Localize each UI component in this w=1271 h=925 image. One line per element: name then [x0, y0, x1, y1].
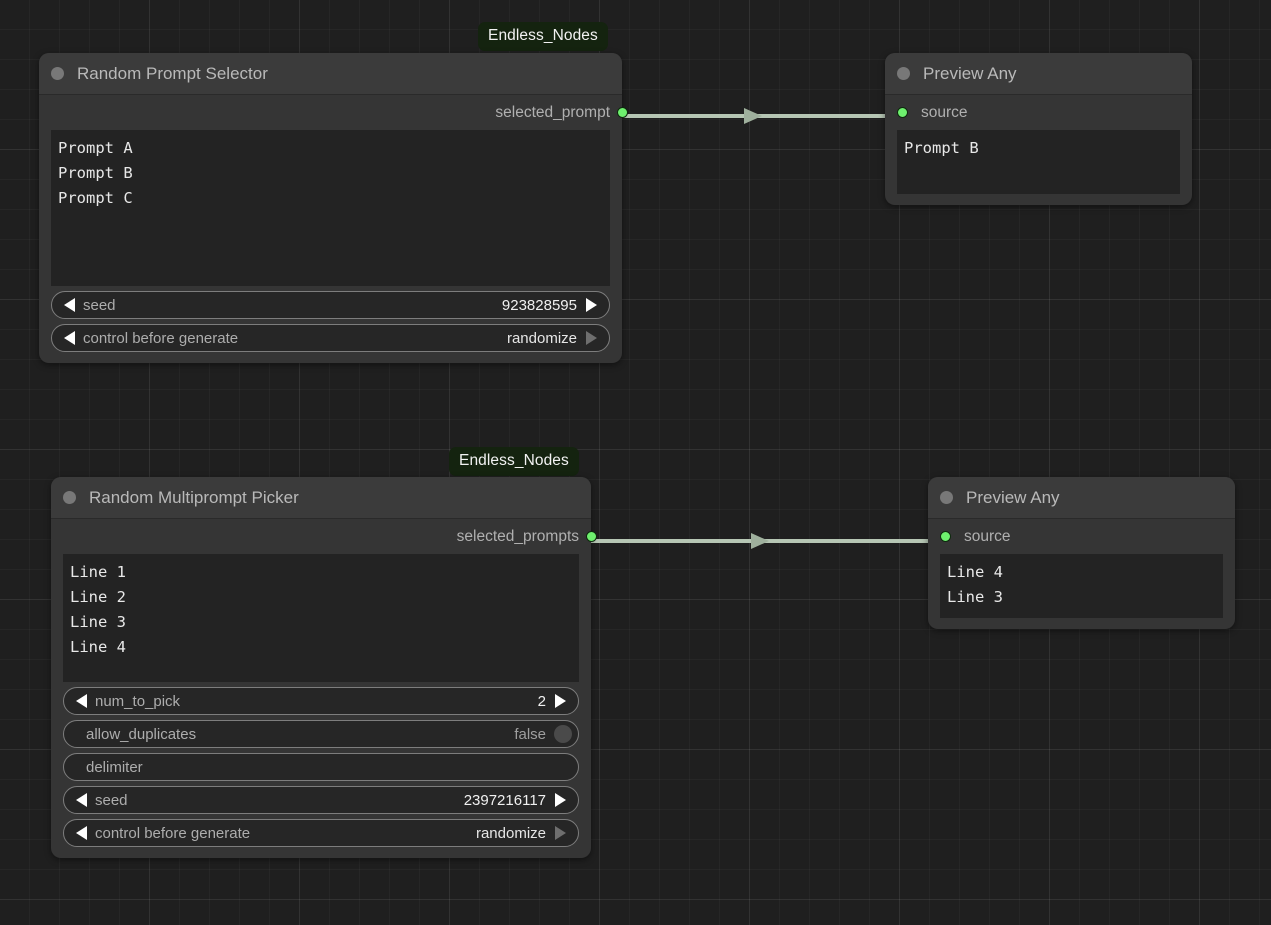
- input-port-dot-icon[interactable]: [897, 107, 908, 118]
- widget-label: delimiter: [86, 758, 143, 776]
- node-header[interactable]: Preview Any: [928, 477, 1235, 519]
- widget-label: seed: [95, 791, 128, 809]
- node-random-multiprompt-picker[interactable]: Random Multiprompt Picker selected_promp…: [51, 477, 597, 858]
- widget-value[interactable]: randomize: [475, 824, 546, 842]
- output-port-dot-icon[interactable]: [586, 531, 597, 542]
- output-slot-label: selected_prompt: [495, 103, 610, 121]
- node-title: Preview Any: [966, 487, 1060, 507]
- output-slot-selected-prompts[interactable]: selected_prompts: [63, 519, 597, 554]
- widget-value[interactable]: 923828595: [501, 296, 577, 314]
- widget-seed[interactable]: seed 2397216117: [63, 786, 579, 814]
- widget-value[interactable]: randomize: [506, 329, 577, 347]
- node-header[interactable]: Random Multiprompt Picker: [51, 477, 591, 519]
- output-slot-selected-prompt[interactable]: selected_prompt: [51, 95, 628, 130]
- widget-value[interactable]: false: [514, 725, 546, 743]
- next-option-arrow-icon[interactable]: [586, 331, 597, 345]
- increment-arrow-icon[interactable]: [555, 694, 566, 708]
- group-title-badge-bottom[interactable]: Endless_Nodes: [449, 447, 579, 476]
- node-title: Random Prompt Selector: [77, 63, 268, 83]
- previous-option-arrow-icon[interactable]: [76, 826, 87, 840]
- preview-output-textarea: Prompt B: [897, 130, 1180, 194]
- node-preview-any-bottom[interactable]: Preview Any source Line 4 Line 3: [928, 477, 1235, 629]
- node-header[interactable]: Random Prompt Selector: [39, 53, 622, 95]
- link-top[interactable]: [617, 108, 889, 124]
- node-body: source Line 4 Line 3: [928, 519, 1235, 629]
- node-header[interactable]: Preview Any: [885, 53, 1192, 95]
- widget-label: control before generate: [95, 824, 251, 842]
- node-body: source Prompt B: [885, 95, 1192, 205]
- input-slot-label: source: [964, 527, 1011, 545]
- prompt-list-textarea[interactable]: Prompt A Prompt B Prompt C: [51, 130, 610, 286]
- node-title: Preview Any: [923, 63, 1017, 83]
- preview-output-textarea: Line 4 Line 3: [940, 554, 1223, 618]
- widget-allow-duplicates[interactable]: allow_duplicates false: [63, 720, 579, 748]
- input-slot-label: source: [921, 103, 968, 121]
- link-bottom[interactable]: [588, 533, 932, 549]
- node-preview-any-top[interactable]: Preview Any source Prompt B: [885, 53, 1192, 205]
- widget-delimiter[interactable]: delimiter: [63, 753, 579, 781]
- collapse-dot-icon[interactable]: [940, 491, 953, 504]
- node-body: selected_prompt Prompt A Prompt B Prompt…: [39, 95, 628, 363]
- widget-value[interactable]: 2: [537, 692, 546, 710]
- widget-label: num_to_pick: [95, 692, 181, 710]
- collapse-dot-icon[interactable]: [63, 491, 76, 504]
- node-title: Random Multiprompt Picker: [89, 487, 299, 507]
- group-title-badge-top[interactable]: Endless_Nodes: [478, 22, 608, 51]
- decrement-arrow-icon[interactable]: [76, 793, 87, 807]
- previous-option-arrow-icon[interactable]: [64, 331, 75, 345]
- input-slot-source[interactable]: source: [940, 519, 1223, 554]
- output-slot-label: selected_prompts: [456, 527, 579, 545]
- next-option-arrow-icon[interactable]: [555, 826, 566, 840]
- node-body: selected_prompts Line 1 Line 2 Line 3 Li…: [51, 519, 597, 858]
- collapse-dot-icon[interactable]: [897, 67, 910, 80]
- widget-label: control before generate: [83, 329, 239, 347]
- collapse-dot-icon[interactable]: [51, 67, 64, 80]
- increment-arrow-icon[interactable]: [555, 793, 566, 807]
- output-port-dot-icon[interactable]: [617, 107, 628, 118]
- widget-seed[interactable]: seed 923828595: [51, 291, 610, 319]
- toggle-knob-icon[interactable]: [554, 725, 572, 743]
- widget-label: seed: [83, 296, 116, 314]
- widget-label: allow_duplicates: [86, 725, 197, 743]
- widget-control-before-generate[interactable]: control before generate randomize: [63, 819, 579, 847]
- input-port-dot-icon[interactable]: [940, 531, 951, 542]
- decrement-arrow-icon[interactable]: [64, 298, 75, 312]
- node-random-prompt-selector[interactable]: Random Prompt Selector selected_prompt P…: [39, 53, 628, 363]
- widget-control-before-generate[interactable]: control before generate randomize: [51, 324, 610, 352]
- decrement-arrow-icon[interactable]: [76, 694, 87, 708]
- prompt-list-textarea[interactable]: Line 1 Line 2 Line 3 Line 4: [63, 554, 579, 682]
- widget-value[interactable]: 2397216117: [463, 791, 546, 809]
- input-slot-source[interactable]: source: [897, 95, 1180, 130]
- widget-num-to-pick[interactable]: num_to_pick 2: [63, 687, 579, 715]
- increment-arrow-icon[interactable]: [586, 298, 597, 312]
